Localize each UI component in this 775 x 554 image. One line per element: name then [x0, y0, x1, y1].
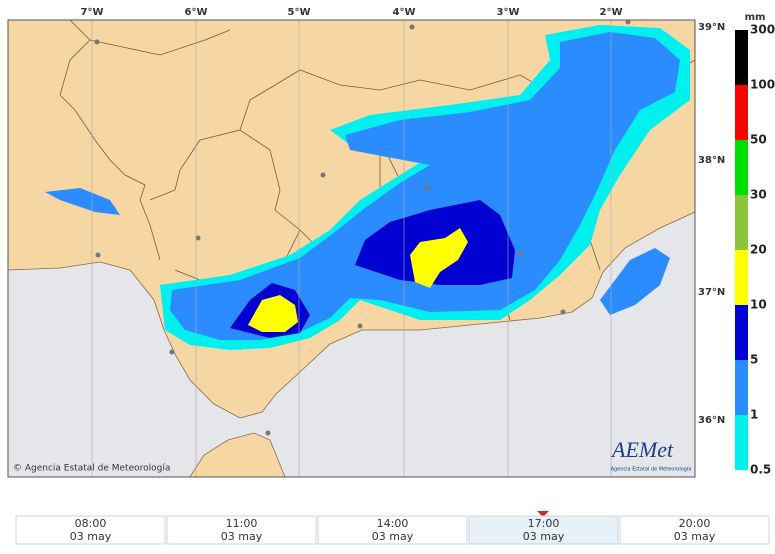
logo-subtitle: Agencia Estatal de Meteorología: [611, 466, 692, 473]
time-tab-bg: [166, 515, 317, 545]
date-label: 03 may: [523, 530, 565, 543]
longitude-label: 6°W: [185, 7, 208, 18]
latitude-label: 36°N: [698, 415, 725, 426]
latitude-label: 39°N: [698, 22, 725, 33]
longitude-label: 7°W: [81, 7, 104, 18]
time-label: 20:00: [679, 517, 711, 530]
legend-label: 100: [750, 78, 775, 92]
cities: [94, 20, 631, 436]
time-tab-bg: [619, 515, 770, 545]
legend-label: 30: [750, 188, 767, 202]
time-label: 14:00: [377, 517, 409, 530]
longitude-label: 3°W: [497, 7, 520, 18]
date-label: 03 may: [221, 530, 263, 543]
legend-label: 10: [750, 298, 767, 312]
longitude-label: 2°W: [600, 7, 623, 18]
logo: AEMet: [610, 437, 674, 462]
legend-label: 300: [750, 23, 775, 37]
date-label: 03 may: [70, 530, 112, 543]
legend-swatch: [735, 30, 748, 85]
land-africa: [189, 432, 286, 477]
legend-swatch: [735, 195, 748, 250]
time-tab-bg: [15, 515, 166, 545]
legend-swatch: [735, 85, 748, 140]
graticule: [91, 20, 612, 477]
time-label: 17:00: [528, 517, 560, 530]
map: © Agencia Estatal de Meteorología AEMet …: [8, 20, 695, 477]
legend-swatch: [735, 305, 748, 360]
copyright: © Agencia Estatal de Meteorología: [13, 464, 170, 474]
legend-swatch: [735, 360, 748, 415]
legend-label: 5: [750, 353, 758, 367]
legend-label: 50: [750, 133, 767, 147]
latitude-label: 37°N: [698, 287, 725, 298]
legend-swatch: [735, 140, 748, 195]
longitude-label: 4°W: [393, 7, 416, 18]
legend-unit: mm: [745, 12, 766, 23]
map-frame: [7, 19, 696, 478]
legend-label: 1: [750, 408, 758, 422]
latitude-label: 38°N: [698, 155, 725, 166]
time-tab-bg: [468, 515, 619, 545]
time-marker: [537, 511, 549, 517]
time-tab-bg: [317, 515, 468, 545]
longitude-label: 5°W: [288, 7, 311, 18]
date-label: 03 may: [674, 530, 716, 543]
legend-swatch: [735, 250, 748, 305]
time-label: 08:00: [75, 517, 107, 530]
legend-label: 20: [750, 243, 767, 257]
time-label: 11:00: [226, 517, 258, 530]
date-label: 03 may: [372, 530, 414, 543]
legend-label: 0.5: [750, 463, 771, 477]
legend-swatch: [735, 415, 748, 470]
